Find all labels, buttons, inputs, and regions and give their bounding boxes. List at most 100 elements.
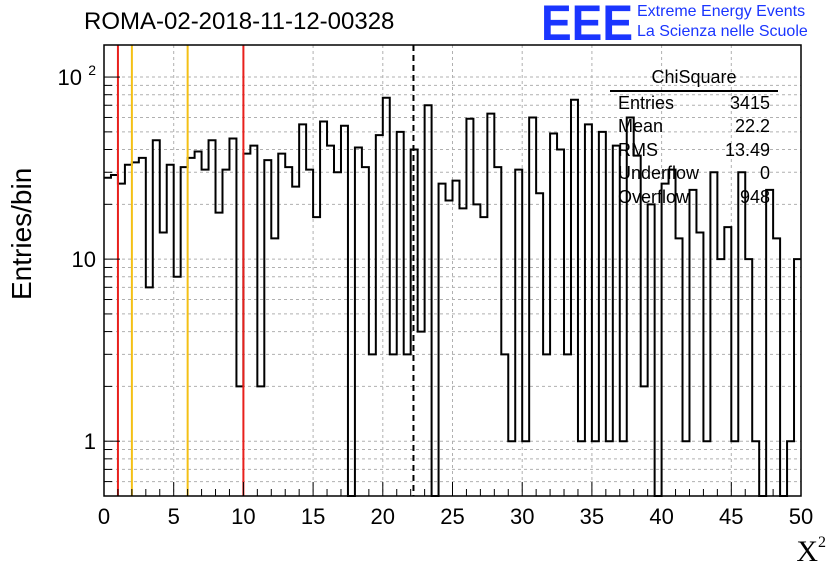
x-axis-label-text: X: [796, 535, 818, 568]
histogram-bin: [501, 354, 508, 496]
x-tick-label: 5: [168, 504, 180, 529]
histogram-bin: [236, 386, 243, 496]
x-tick-label: 45: [719, 504, 743, 529]
histogram-bin: [717, 259, 724, 496]
stats-value: 13.49: [724, 139, 770, 160]
histogram-bin: [271, 238, 278, 496]
histogram-bin: [285, 167, 292, 496]
histogram-bin: [327, 146, 334, 496]
x-tick-label: 20: [371, 504, 395, 529]
histogram-bin: [662, 184, 669, 496]
histogram-bin: [418, 332, 425, 496]
histogram-bin: [703, 441, 710, 496]
x-tick-label: 10: [231, 504, 255, 529]
histogram-bin: [480, 217, 487, 496]
stats-value: 0: [759, 163, 770, 183]
histogram-bin: [683, 441, 690, 496]
histogram-bin: [453, 181, 460, 496]
logo-line-2: La Scienza nelle Scuole: [637, 23, 808, 40]
histogram-bin: [369, 354, 376, 496]
histogram-bin: [473, 204, 480, 496]
histogram-bin: [313, 217, 320, 496]
histogram-bin: [390, 354, 397, 496]
histogram-bin: [738, 172, 745, 496]
x-tick-label: 15: [301, 504, 325, 529]
histogram-bin: [599, 132, 606, 496]
x-axis-label-superscript: 2: [818, 534, 826, 551]
stats-label: Overflow: [618, 186, 690, 207]
stats-row-entries: Entries 3415: [610, 92, 778, 116]
histogram-bin: [689, 190, 696, 496]
histogram-bin: [425, 105, 432, 496]
histogram-bin: [411, 150, 418, 496]
x-tick-label: 40: [649, 504, 673, 529]
stats-row-rms: RMS 13.49: [610, 139, 778, 163]
histogram-bin: [787, 441, 794, 496]
histogram-bin: [529, 117, 536, 496]
histogram-bin: [641, 386, 648, 496]
histogram-bin: [146, 287, 153, 496]
histogram-bin: [550, 133, 557, 496]
histogram-bin: [167, 165, 174, 496]
stats-row-underflow: Underflow 0: [610, 162, 778, 186]
histogram-bin: [229, 138, 236, 496]
histogram-bin: [564, 354, 571, 496]
run-title: ROMA-02-2018-11-12-00328: [84, 8, 395, 35]
histogram-bin: [209, 140, 216, 496]
histogram-bin: [724, 227, 731, 496]
histogram-bin: [362, 167, 369, 496]
histogram-bin: [132, 162, 139, 496]
histogram-bin: [216, 213, 223, 496]
histogram-bin: [111, 175, 118, 496]
histogram-bin: [466, 119, 473, 496]
histogram-bin: [257, 386, 264, 496]
histogram-bin: [766, 190, 773, 496]
histogram-bin: [355, 148, 362, 496]
eee-logo-text: EEE: [541, 0, 633, 44]
histogram-bin: [669, 170, 676, 496]
histogram-bin: [404, 354, 411, 496]
histogram-bin: [125, 165, 132, 496]
histogram-bin: [446, 200, 453, 496]
logo-caption: Extreme Energy Events La Scienza nelle S…: [637, 2, 808, 42]
x-axis-label: X2: [796, 534, 826, 569]
histogram-bin: [320, 122, 327, 496]
histogram-bin: [383, 98, 390, 496]
histogram-bin: [439, 184, 446, 496]
histogram-bin: [334, 172, 341, 496]
histogram-bin: [710, 172, 717, 496]
histogram-bin: [104, 178, 111, 496]
histogram-bin: [153, 140, 160, 496]
y-tick-label: 10: [58, 65, 82, 90]
histogram-bin: [620, 441, 627, 496]
stats-label: Mean: [618, 116, 664, 136]
histogram-bin: [522, 441, 529, 496]
histogram-bin: [202, 170, 209, 496]
histogram-bin: [139, 158, 146, 496]
histogram-bin: [648, 204, 655, 496]
stats-title: ChiSquare: [610, 66, 778, 92]
histogram-bin: [160, 233, 167, 496]
histogram-bin: [585, 124, 592, 496]
y-tick-label: 10: [72, 247, 96, 272]
histogram-bin: [306, 170, 313, 496]
histogram-bin: [278, 154, 285, 496]
histogram-bin: [752, 441, 759, 496]
histogram-bin: [578, 441, 585, 496]
histogram-bin: [118, 184, 125, 496]
x-tick-label: 35: [580, 504, 604, 529]
histogram-bin: [515, 170, 522, 496]
x-tick-label: 25: [440, 504, 464, 529]
histogram-bin: [222, 170, 229, 496]
histogram-bin: [745, 259, 752, 496]
histogram-bin: [508, 441, 515, 496]
stats-label: Underflow: [618, 163, 700, 183]
histogram-bin: [592, 441, 599, 496]
stats-value: 3415: [729, 92, 770, 113]
histogram-bin: [571, 100, 578, 496]
logo-line-1: Extreme Energy Events: [637, 3, 806, 20]
histogram-bin: [487, 114, 494, 496]
histogram-bin: [676, 238, 683, 496]
histogram-bin: [794, 259, 801, 496]
